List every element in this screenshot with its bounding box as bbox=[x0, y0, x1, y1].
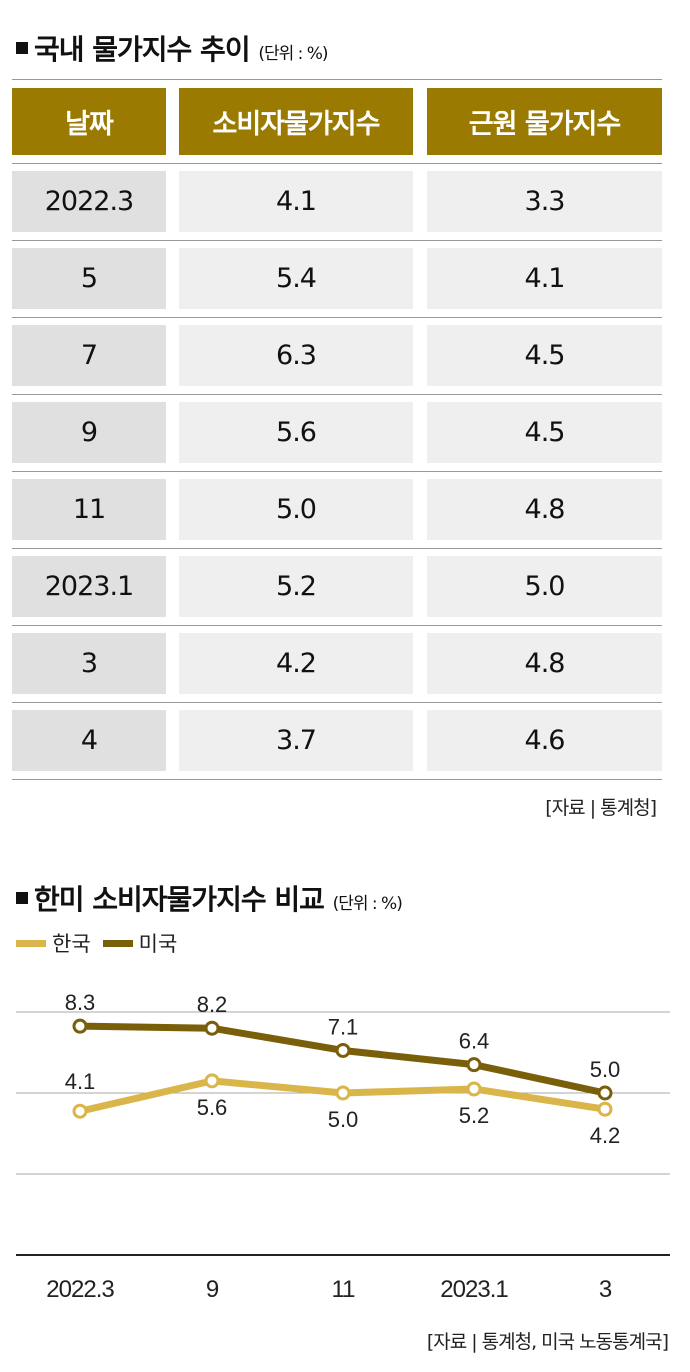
core-cpi-cell: 4.8 bbox=[427, 633, 662, 694]
bullet-square-icon bbox=[16, 42, 28, 54]
row-divider bbox=[12, 163, 662, 164]
chart-title: 한미 소비자물가지수 비교 (단위 : %) bbox=[16, 878, 403, 918]
cpi-cell: 5.4 bbox=[179, 248, 413, 309]
column-header: 소비자물가지수 bbox=[179, 88, 413, 155]
x-tick-label: 11 bbox=[332, 1276, 356, 1300]
data-label-us: 6.4 bbox=[459, 1029, 490, 1054]
line-chart: 4.1 5.6 5.0 5.2 4.2 8.3 8.2 7.1 6.4 5.0 2022.3 9 11 2… bbox=[16, 990, 670, 1300]
date-cell: 4 bbox=[12, 710, 166, 771]
core-cpi-cell: 4.5 bbox=[427, 325, 662, 386]
date-cell: 5 bbox=[12, 248, 166, 309]
table-title-text: 국내 물가지수 추이 bbox=[34, 33, 251, 66]
row-divider bbox=[12, 471, 662, 472]
data-label-korea: 5.0 bbox=[328, 1107, 359, 1132]
x-tick-label: 2022.3 bbox=[46, 1276, 114, 1300]
column-header: 날짜 bbox=[12, 88, 166, 155]
date-cell: 9 bbox=[12, 402, 166, 463]
chart-source: [자료 | 통계청, 미국 노동통계국] bbox=[426, 1331, 669, 1353]
cpi-cell: 5.2 bbox=[179, 556, 413, 617]
chart-unit: (단위 : %) bbox=[332, 894, 403, 914]
cpi-cell: 5.0 bbox=[179, 479, 413, 540]
data-label-us: 5.0 bbox=[590, 1057, 621, 1082]
cpi-cell: 5.6 bbox=[179, 402, 413, 463]
date-cell: 11 bbox=[12, 479, 166, 540]
legend-label-korea: 한국 bbox=[52, 932, 91, 956]
data-label-us: 8.3 bbox=[65, 990, 96, 1015]
chart-title-text: 한미 소비자물가지수 비교 bbox=[34, 883, 325, 916]
table-unit: (단위 : %) bbox=[258, 44, 328, 64]
bullet-square-icon bbox=[16, 892, 28, 904]
data-label-korea: 5.2 bbox=[459, 1103, 490, 1128]
chart-legend: 한국 미국 bbox=[16, 928, 177, 958]
x-tick-label: 2023.1 bbox=[440, 1276, 508, 1300]
data-label-korea: 4.2 bbox=[590, 1123, 621, 1148]
data-point-korea bbox=[335, 1085, 351, 1101]
data-point-us bbox=[72, 1018, 88, 1034]
date-cell: 3 bbox=[12, 633, 166, 694]
legend-label-us: 미국 bbox=[138, 932, 178, 956]
data-point-korea bbox=[466, 1081, 482, 1097]
row-divider bbox=[12, 394, 662, 395]
core-cpi-cell: 5.0 bbox=[427, 556, 662, 617]
data-label-us: 8.2 bbox=[197, 992, 228, 1017]
data-label-us: 7.1 bbox=[328, 1014, 359, 1039]
cpi-cell: 3.7 bbox=[179, 710, 413, 771]
data-point-us bbox=[597, 1085, 613, 1101]
x-tick-label: 3 bbox=[599, 1276, 612, 1300]
date-cell: 2023.1 bbox=[12, 556, 166, 617]
legend-swatch-korea bbox=[16, 939, 46, 947]
row-divider bbox=[12, 317, 662, 318]
row-divider bbox=[12, 240, 662, 241]
data-point-us bbox=[204, 1020, 220, 1036]
data-label-korea: 4.1 bbox=[65, 1069, 96, 1094]
x-tick-label: 9 bbox=[206, 1276, 219, 1300]
row-divider bbox=[12, 79, 662, 80]
data-point-korea bbox=[72, 1103, 88, 1119]
table-title: 국내 물가지수 추이 (단위 : %) bbox=[16, 28, 329, 68]
date-cell: 2022.3 bbox=[12, 171, 166, 232]
data-point-us bbox=[335, 1042, 351, 1058]
core-cpi-cell: 4.5 bbox=[427, 402, 662, 463]
row-divider bbox=[12, 779, 662, 780]
data-label-korea: 5.6 bbox=[197, 1095, 228, 1120]
core-cpi-cell: 4.8 bbox=[427, 479, 662, 540]
data-point-us bbox=[466, 1057, 482, 1073]
row-divider bbox=[12, 548, 662, 549]
data-point-korea bbox=[204, 1073, 220, 1089]
core-cpi-cell: 3.3 bbox=[427, 171, 662, 232]
date-cell: 7 bbox=[12, 325, 166, 386]
data-point-korea bbox=[597, 1101, 613, 1117]
cpi-cell: 4.1 bbox=[179, 171, 413, 232]
row-divider bbox=[12, 625, 662, 626]
row-divider bbox=[12, 702, 662, 703]
core-cpi-cell: 4.1 bbox=[427, 248, 662, 309]
cpi-cell: 6.3 bbox=[179, 325, 413, 386]
column-header: 근원 물가지수 bbox=[427, 88, 662, 155]
core-cpi-cell: 4.6 bbox=[427, 710, 662, 771]
legend-swatch-us bbox=[102, 939, 133, 947]
cpi-cell: 4.2 bbox=[179, 633, 413, 694]
table-source: [자료 | 통계청] bbox=[545, 797, 657, 819]
